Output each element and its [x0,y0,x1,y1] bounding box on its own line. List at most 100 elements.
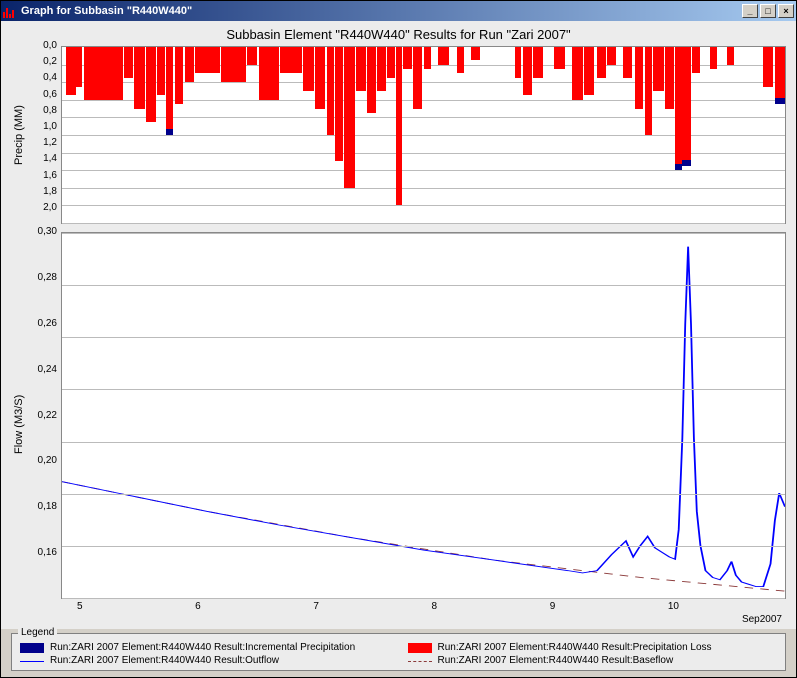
ytick: 0,30 [27,226,61,272]
legend-title: Legend [18,627,57,638]
precip-bar [367,47,376,113]
precip-bar [315,47,325,109]
chart-title: Subbasin Element "R440W440" Results for … [11,27,786,42]
titlebar[interactable]: Graph for Subbasin "R440W440" _ □ × [1,1,796,21]
xtick: 8 [432,601,550,612]
legend-item: Run:ZARI 2007 Element:R440W440 Result:Pr… [408,642,778,653]
ytick: 0,20 [27,455,61,501]
precip-bar [572,47,582,100]
content-area: Subbasin Element "R440W440" Results for … [1,21,796,629]
precip-bar [710,47,717,69]
ytick: 0,6 [27,89,61,105]
precip-bar [157,47,164,95]
xtick: 10 [668,601,786,612]
legend-swatch [20,656,44,666]
precip-bar [403,47,412,69]
minimize-button[interactable]: _ [742,4,758,18]
precip-bar [221,47,246,82]
precip-bar [727,47,734,65]
precip-bar [344,47,355,188]
precip-bar [247,47,257,65]
precip-bar [471,47,480,60]
legend-text: Run:ZARI 2007 Element:R440W440 Result:Pr… [438,642,712,653]
precip-bar [124,47,133,78]
precip-bar [533,47,542,78]
precip-ylabel: Precip (MM) [11,46,27,224]
flow-yticks: 0,300,280,260,240,220,200,180,16 [27,232,61,599]
baseflow-line [62,482,785,592]
precip-bar [84,47,124,100]
precip-bar [134,47,145,109]
xtick: 7 [313,601,431,612]
precip-bar [682,47,691,166]
ytick: 0,28 [27,272,61,318]
ytick: 0,22 [27,410,61,456]
app-icon [3,4,17,18]
precip-bar [424,47,431,69]
xtick: 9 [550,601,668,612]
precip-bar [259,47,279,100]
ytick: 2,0 [27,202,61,218]
ytick: 0,4 [27,72,61,88]
precip-bar [645,47,652,135]
ytick: 0,24 [27,364,61,410]
maximize-button[interactable]: □ [760,4,776,18]
precip-bar [597,47,606,78]
precip-bar [146,47,156,122]
precip-bar [175,47,184,104]
precip-bar [763,47,773,87]
precip-bar [665,47,674,109]
precip-bar [396,47,402,205]
precip-bar [387,47,394,78]
precip-bar [280,47,302,73]
precip-bar [413,47,422,109]
legend-swatch [408,656,432,666]
precip-bar [635,47,644,109]
ytick: 0,2 [27,56,61,72]
precip-bar [692,47,699,73]
precip-bar [438,47,449,65]
app-window: Graph for Subbasin "R440W440" _ □ × Subb… [0,0,797,678]
flow-plot[interactable] [61,232,786,599]
precip-bar [76,47,82,87]
legend-item: Run:ZARI 2007 Element:R440W440 Result:In… [20,642,390,653]
precip-bar [675,47,682,170]
ytick: 1,0 [27,121,61,137]
outflow-line [62,247,785,587]
precip-bar [457,47,464,73]
precip-bar [185,47,194,82]
precip-bar [66,47,76,95]
close-button[interactable]: × [778,4,794,18]
legend-text: Run:ZARI 2007 Element:R440W440 Result:Ou… [50,655,279,666]
legend-swatch [408,643,432,653]
legend-text: Run:ZARI 2007 Element:R440W440 Result:Ba… [438,655,674,666]
precip-bar [515,47,522,78]
precip-bar [356,47,366,91]
precip-bar [335,47,342,161]
window-title: Graph for Subbasin "R440W440" [21,5,192,17]
precip-bar [303,47,313,91]
ytick: 1,8 [27,186,61,202]
precip-bar [623,47,632,78]
ytick: 1,6 [27,170,61,186]
legend: Legend Run:ZARI 2007 Element:R440W440 Re… [11,633,786,671]
x-axis-label: Sep2007 [27,614,782,625]
ytick: 0,26 [27,318,61,364]
x-axis: 5678910 [77,599,786,612]
precip-bar [584,47,594,95]
precip-bar [327,47,334,135]
ytick: 0,16 [27,547,61,593]
precip-bar [653,47,663,91]
chart-area: Precip (MM) Flow (M3/S) 0,00,20,40,60,81… [11,46,786,625]
precip-plot[interactable] [61,46,786,224]
precip-bar [607,47,616,65]
precip-bar [377,47,386,91]
ytick: 0,8 [27,105,61,121]
ytick: 1,4 [27,153,61,169]
precip-yticks: 0,00,20,40,60,81,01,21,41,61,82,0 [27,46,61,224]
precip-bar [775,47,785,104]
window-buttons: _ □ × [742,4,794,18]
xtick: 6 [195,601,313,612]
legend-swatch [20,643,44,653]
ytick: 0,18 [27,501,61,547]
